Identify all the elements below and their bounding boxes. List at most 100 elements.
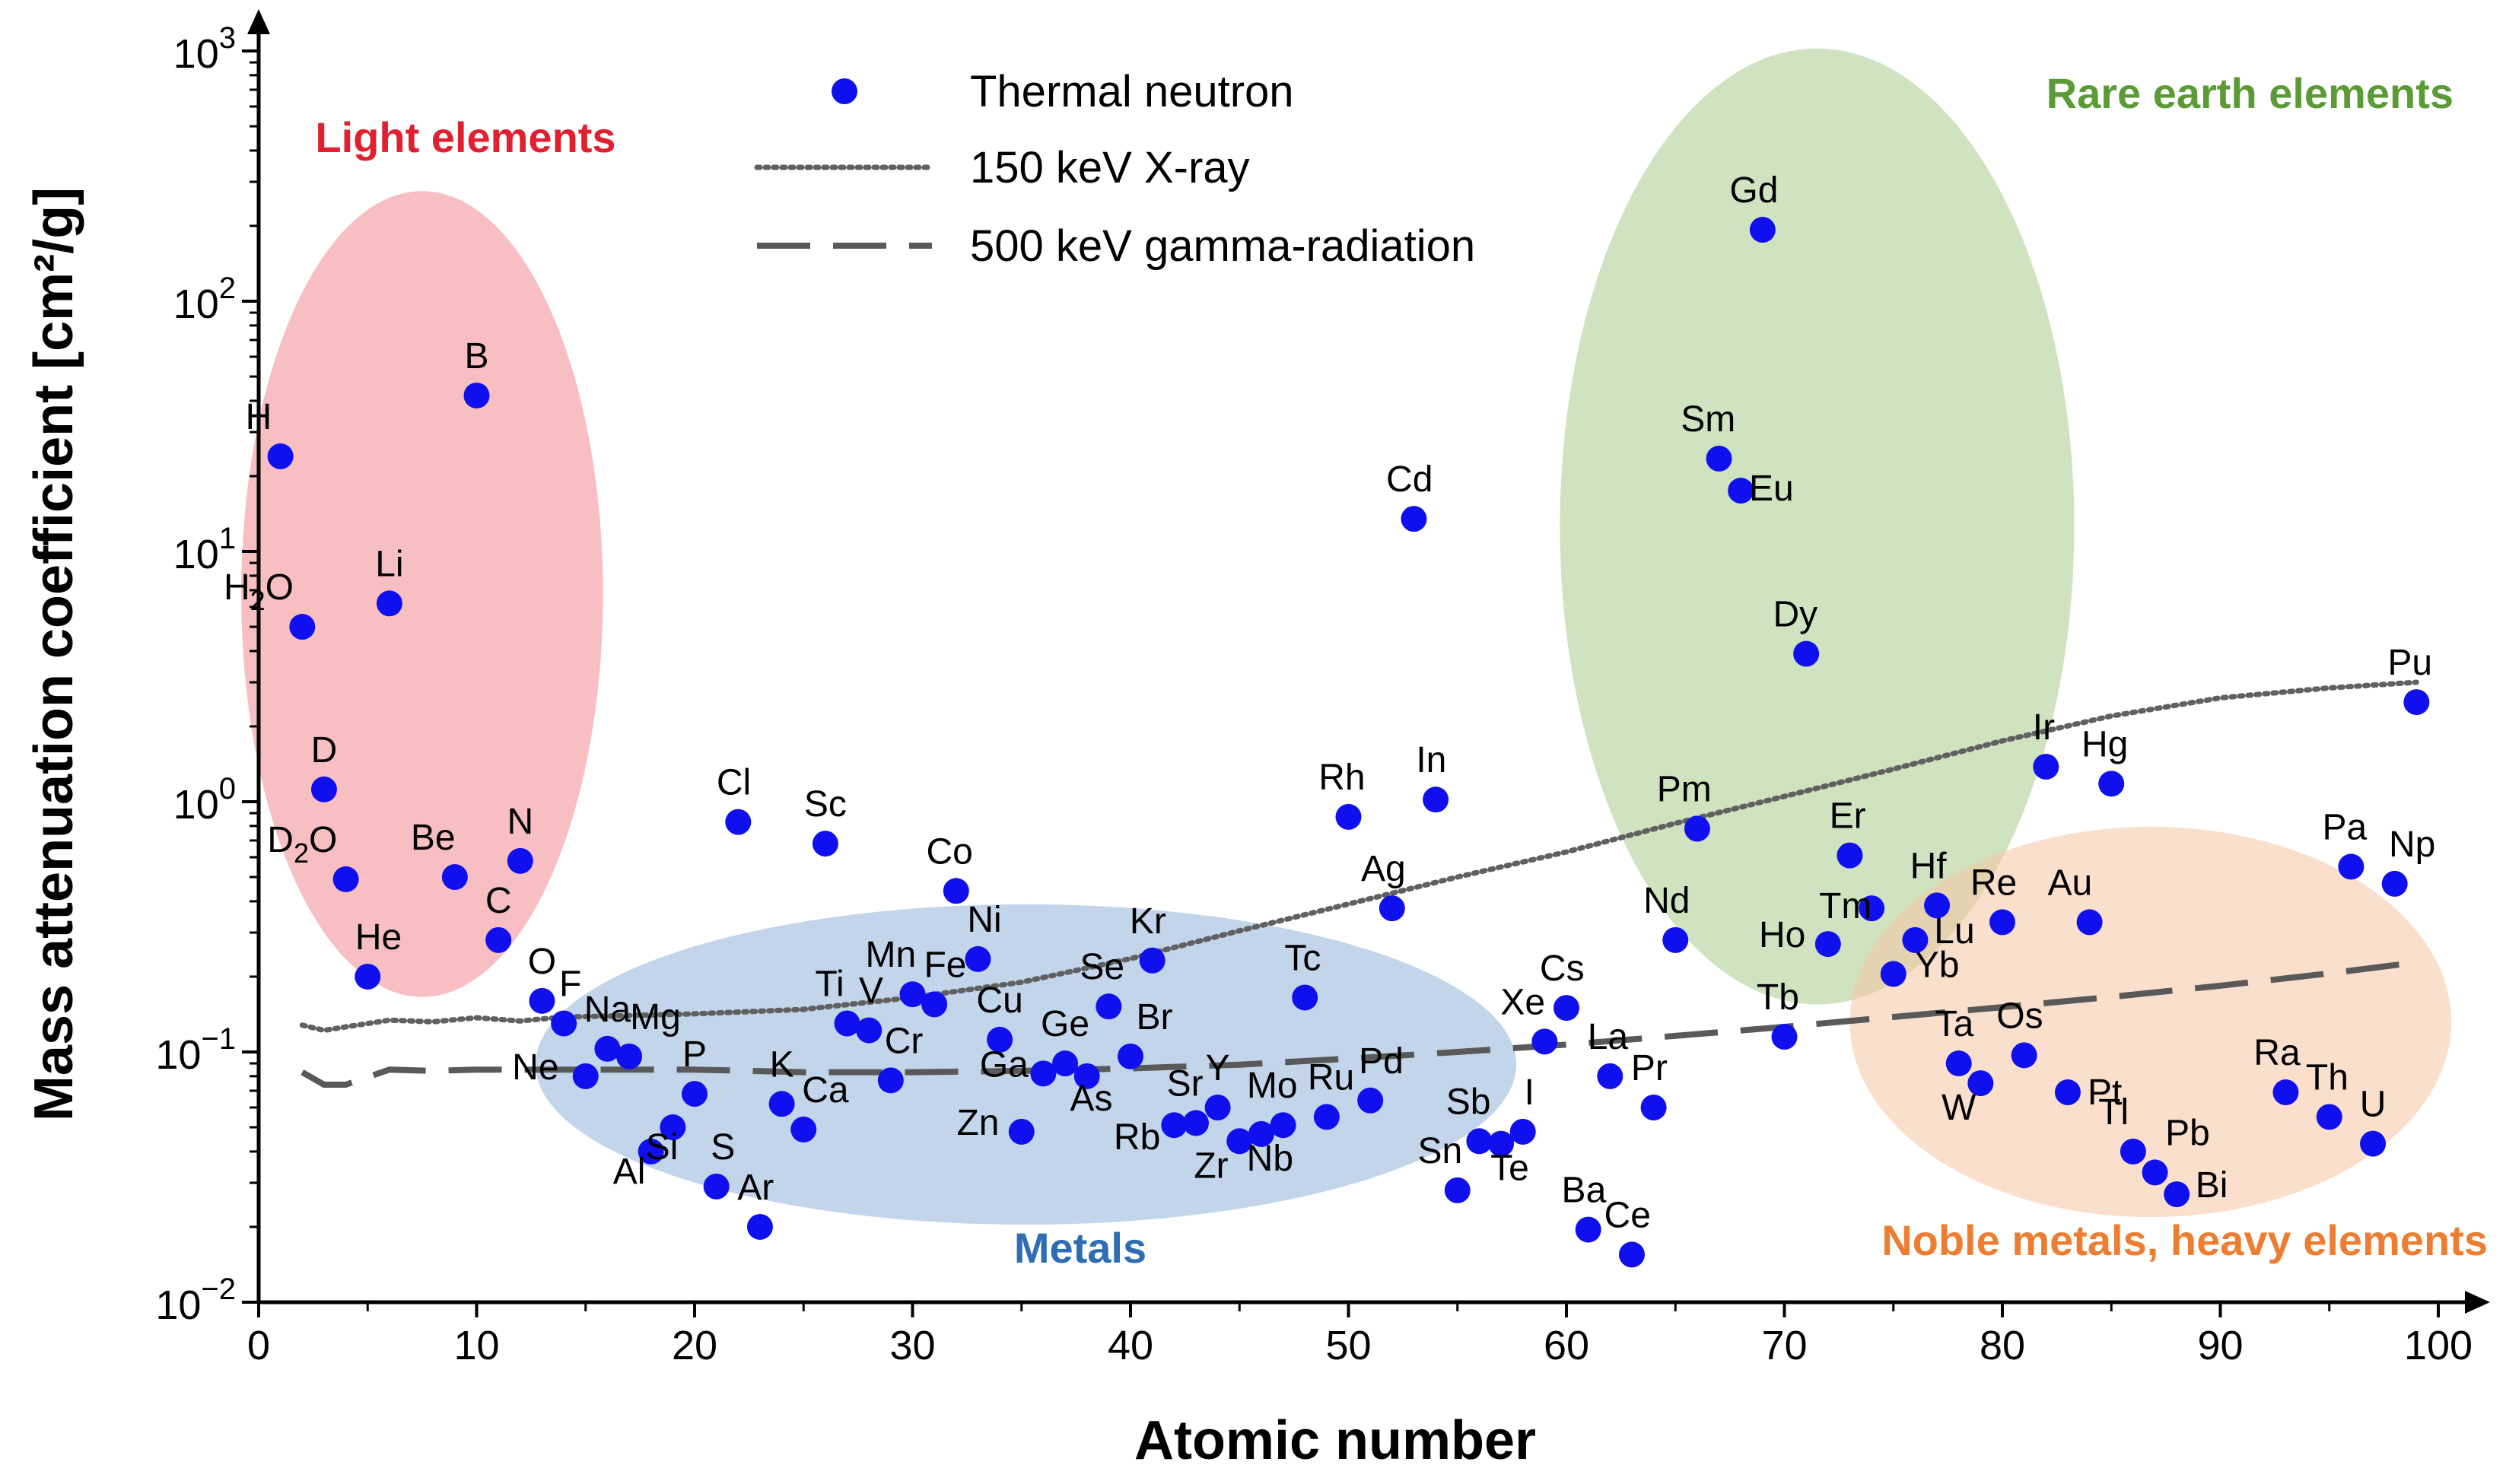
- data-points: HH2OLiBDD2OBeNCHeOFNeNaMgAlSiPSClArKCaSc…: [224, 170, 2435, 1268]
- point-cs: [1554, 995, 1579, 1022]
- x-tick-label: 60: [1544, 1323, 1589, 1368]
- point-label-pr: Pr: [1631, 1048, 1668, 1088]
- point-label-pb: Pb: [2165, 1113, 2210, 1153]
- point-label-hf: Hf: [1910, 846, 1948, 886]
- point-label-ir: Ir: [2033, 707, 2055, 748]
- point-ag: [1379, 895, 1405, 922]
- point-label-hg: Hg: [2081, 724, 2128, 764]
- point-s: [703, 1173, 730, 1200]
- point-label-fe: Fe: [924, 945, 966, 985]
- point-label-w: W: [1942, 1088, 1976, 1128]
- region-label-metals: Metals: [1014, 1224, 1146, 1272]
- y-axis-arrow: [247, 9, 270, 34]
- point-he: [355, 963, 381, 990]
- point-label-ni: Ni: [967, 900, 1001, 940]
- point-ar: [746, 1213, 773, 1240]
- region-label-rare-earth-elements: Rare earth elements: [2046, 69, 2454, 117]
- point-bi: [2164, 1181, 2190, 1208]
- point-label-sc: Sc: [804, 784, 847, 825]
- point-ta: [1945, 1050, 1972, 1077]
- region-label-light-elements: Light elements: [315, 113, 615, 161]
- point-tm: [1859, 895, 1885, 922]
- point-sc: [812, 831, 838, 857]
- point-tc: [1292, 984, 1318, 1011]
- curve-500-kev-gamma-radiation: [301, 959, 2417, 1088]
- point-sn: [1444, 1177, 1471, 1203]
- point-ni: [965, 945, 991, 972]
- point-re: [1989, 909, 2015, 936]
- point-label-er: Er: [1830, 796, 1866, 837]
- point-ra: [2272, 1079, 2299, 1106]
- point-sr: [1182, 1110, 1209, 1136]
- point-v: [856, 1017, 883, 1044]
- point-fe: [921, 991, 948, 1018]
- point-xe: [1531, 1028, 1558, 1055]
- point-ho: [1814, 931, 1841, 958]
- point-dy: [1793, 640, 1820, 667]
- point-label-n: N: [507, 802, 533, 842]
- y-tick-label: 102: [173, 272, 236, 327]
- point-as: [1073, 1063, 1100, 1089]
- point-nd: [1662, 926, 1689, 953]
- point-h2o: [289, 614, 316, 640]
- point-label-yb: Yb: [1915, 945, 1960, 985]
- point-label-ag: Ag: [1361, 849, 1406, 889]
- point-k: [768, 1091, 795, 1117]
- point-kr: [1139, 947, 1166, 974]
- point-label-zr: Zr: [1194, 1146, 1228, 1186]
- point-eu: [1728, 478, 1754, 504]
- point-label-sm: Sm: [1681, 399, 1735, 440]
- y-tick-label: 10−1: [155, 1022, 236, 1078]
- x-tick-label: 100: [2404, 1323, 2473, 1368]
- point-label-ce: Ce: [1604, 1195, 1651, 1235]
- point-c: [485, 926, 512, 953]
- point-label-dy: Dy: [1773, 595, 1817, 635]
- point-cl: [725, 809, 752, 835]
- point-label-in: In: [1416, 740, 1446, 780]
- point-tb: [1771, 1024, 1798, 1050]
- point-zr: [1226, 1128, 1253, 1155]
- point-au: [2076, 909, 2103, 936]
- point-ge: [1052, 1050, 1079, 1077]
- point-ba: [1575, 1216, 1601, 1243]
- point-be: [441, 864, 468, 891]
- point-si: [660, 1114, 686, 1141]
- point-co: [943, 878, 969, 904]
- x-axis-title: Atomic number: [1134, 1410, 1536, 1471]
- point-label-ti: Ti: [816, 964, 844, 1005]
- point-cu: [987, 1026, 1013, 1053]
- point-h: [267, 443, 294, 469]
- point-i: [1509, 1118, 1536, 1145]
- x-tick-label: 90: [2197, 1323, 2243, 1368]
- point-label-cd: Cd: [1386, 459, 1433, 500]
- point-label-pa: Pa: [2322, 807, 2367, 847]
- point-mn: [899, 981, 926, 1008]
- y-axis-title: Mass attenuation coefficient [cm²/g]: [24, 187, 84, 1121]
- attenuation-curves: [299, 679, 2419, 1088]
- point-label-tc: Tc: [1284, 938, 1321, 978]
- point-in: [1423, 786, 1449, 813]
- point-d: [310, 776, 337, 802]
- point-o: [529, 987, 555, 1014]
- point-pt: [2054, 1079, 2081, 1106]
- point-label-ca: Ca: [802, 1070, 849, 1111]
- curve-150-kev-x-ray: [299, 679, 2419, 1034]
- region-light-elements: [241, 191, 603, 997]
- point-sb: [1466, 1128, 1493, 1155]
- point-al: [638, 1138, 664, 1165]
- point-label-ar: Ar: [737, 1168, 774, 1208]
- legend-label-500-kev-gamma-radiation: 500 keV gamma-radiation: [970, 221, 1475, 271]
- point-label-eu: Eu: [1749, 469, 1794, 509]
- region-label-noble-metals-heavy-elements: Noble metals, heavy elements: [1881, 1216, 2488, 1264]
- point-label-th: Th: [2306, 1057, 2349, 1098]
- point-pd: [1357, 1087, 1384, 1114]
- point-label-ra: Ra: [2253, 1033, 2301, 1073]
- x-tick-label: 10: [453, 1323, 499, 1368]
- point-os: [2011, 1042, 2037, 1069]
- point-label-he: He: [355, 917, 402, 958]
- point-np: [2381, 870, 2408, 897]
- point-label-ge: Ge: [1041, 1004, 1089, 1044]
- region-rare-earth-elements: [1560, 48, 2075, 1005]
- point-label-os: Os: [1996, 996, 2043, 1036]
